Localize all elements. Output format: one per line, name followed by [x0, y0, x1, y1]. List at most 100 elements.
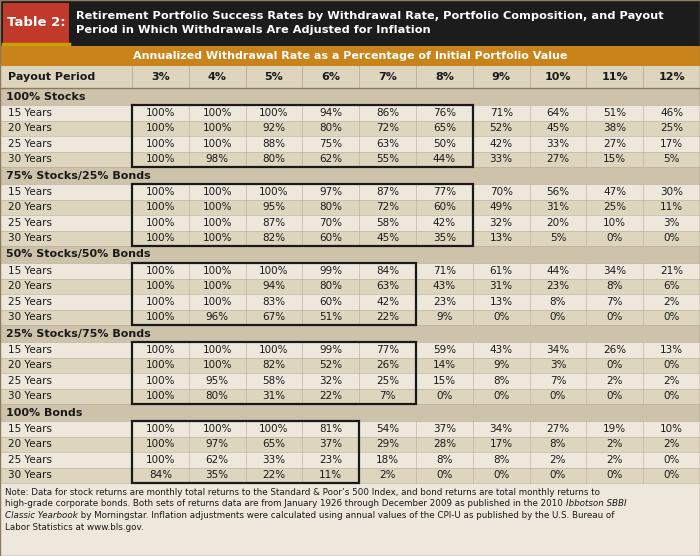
Text: 3%: 3%: [550, 360, 566, 370]
Text: 7%: 7%: [606, 297, 623, 307]
Bar: [132, 342, 416, 404]
Text: 100%: 100%: [146, 360, 175, 370]
Text: 100%: 100%: [146, 455, 175, 465]
Text: 94%: 94%: [319, 108, 342, 118]
Text: 62%: 62%: [206, 455, 229, 465]
Text: 34%: 34%: [547, 345, 570, 355]
Bar: [0, 483, 700, 556]
Bar: [0, 200, 700, 215]
Text: 15 Years: 15 Years: [8, 424, 52, 434]
Text: 52%: 52%: [489, 123, 513, 133]
Text: 65%: 65%: [262, 439, 286, 449]
Text: 23%: 23%: [547, 281, 570, 291]
Text: 0%: 0%: [664, 234, 680, 244]
Text: 0%: 0%: [493, 391, 510, 401]
Text: 100%: 100%: [202, 234, 232, 244]
Text: 11%: 11%: [319, 470, 342, 480]
Text: 100%: 100%: [146, 202, 175, 212]
Text: 2%: 2%: [606, 455, 623, 465]
Text: 100%: 100%: [259, 424, 288, 434]
Text: 84%: 84%: [376, 266, 399, 276]
Text: 70%: 70%: [490, 187, 512, 197]
Text: 32%: 32%: [319, 376, 342, 386]
Text: 55%: 55%: [376, 154, 399, 164]
Text: 100%: 100%: [202, 281, 232, 291]
Text: 27%: 27%: [547, 424, 570, 434]
Text: 7%: 7%: [379, 391, 396, 401]
Text: 45%: 45%: [376, 234, 399, 244]
Bar: [0, 184, 700, 200]
Text: 100%: 100%: [259, 266, 288, 276]
Text: 100%: 100%: [259, 345, 288, 355]
Text: 83%: 83%: [262, 297, 286, 307]
Bar: [0, 151, 700, 167]
Text: 33%: 33%: [489, 154, 513, 164]
Text: 25%: 25%: [603, 202, 626, 212]
Text: 100%: 100%: [202, 218, 232, 228]
Text: 100%: 100%: [146, 376, 175, 386]
Bar: [0, 121, 700, 136]
Text: 71%: 71%: [433, 266, 456, 276]
Text: 60%: 60%: [319, 297, 342, 307]
Text: 33%: 33%: [547, 139, 570, 149]
Text: 60%: 60%: [433, 202, 456, 212]
Text: 87%: 87%: [376, 187, 399, 197]
Bar: [0, 136, 700, 151]
Bar: [132, 105, 473, 167]
Text: 9%: 9%: [491, 72, 511, 82]
Text: 0%: 0%: [664, 391, 680, 401]
Text: 23%: 23%: [319, 455, 342, 465]
Bar: [0, 325, 700, 342]
Text: 97%: 97%: [206, 439, 229, 449]
Text: 100%: 100%: [146, 139, 175, 149]
Bar: [0, 436, 700, 452]
Text: 51%: 51%: [319, 312, 342, 322]
Bar: [132, 263, 416, 325]
Text: 100%: 100%: [146, 234, 175, 244]
Text: 17%: 17%: [489, 439, 513, 449]
Text: 100%: 100%: [202, 123, 232, 133]
Text: Note: Data for stock returns are monthly total returns to the Standard & Poor’s : Note: Data for stock returns are monthly…: [5, 488, 600, 497]
Text: 0%: 0%: [436, 391, 453, 401]
Text: 44%: 44%: [433, 154, 456, 164]
Text: 10%: 10%: [660, 424, 683, 434]
Text: 25%: 25%: [376, 376, 399, 386]
Text: 30 Years: 30 Years: [8, 154, 52, 164]
Text: 2%: 2%: [606, 439, 623, 449]
Text: 100%: 100%: [146, 108, 175, 118]
Text: 11%: 11%: [660, 202, 683, 212]
Text: 2%: 2%: [664, 439, 680, 449]
Text: 14%: 14%: [433, 360, 456, 370]
Text: 44%: 44%: [547, 266, 570, 276]
Text: 59%: 59%: [433, 345, 456, 355]
Text: 25 Years: 25 Years: [8, 218, 52, 228]
Text: 0%: 0%: [664, 360, 680, 370]
Text: 8%: 8%: [606, 281, 623, 291]
Text: 100%: 100%: [146, 391, 175, 401]
Bar: [0, 373, 700, 389]
Text: 30 Years: 30 Years: [8, 391, 52, 401]
Text: 99%: 99%: [319, 266, 342, 276]
Text: 0%: 0%: [493, 470, 510, 480]
Text: 20 Years: 20 Years: [8, 202, 52, 212]
Text: 0%: 0%: [664, 470, 680, 480]
Text: 82%: 82%: [262, 360, 286, 370]
Text: 31%: 31%: [489, 281, 513, 291]
Text: 8%: 8%: [550, 297, 566, 307]
Bar: [0, 310, 700, 325]
Bar: [0, 0, 700, 46]
Text: 75% Stocks/25% Bonds: 75% Stocks/25% Bonds: [6, 171, 150, 181]
Text: 100%: 100%: [202, 139, 232, 149]
Text: 51%: 51%: [603, 108, 626, 118]
Text: 100%: 100%: [146, 297, 175, 307]
Text: 8%: 8%: [493, 376, 510, 386]
Text: 77%: 77%: [433, 187, 456, 197]
Text: high-grade corporate bonds. Both sets of returns data are from January 1926 thro: high-grade corporate bonds. Both sets of…: [5, 499, 566, 509]
Text: 75%: 75%: [319, 139, 342, 149]
Text: 65%: 65%: [433, 123, 456, 133]
Text: 100%: 100%: [202, 297, 232, 307]
Text: 100% Bonds: 100% Bonds: [6, 408, 83, 418]
Text: 0%: 0%: [550, 470, 566, 480]
Text: 13%: 13%: [489, 297, 513, 307]
Text: 100%: 100%: [202, 202, 232, 212]
